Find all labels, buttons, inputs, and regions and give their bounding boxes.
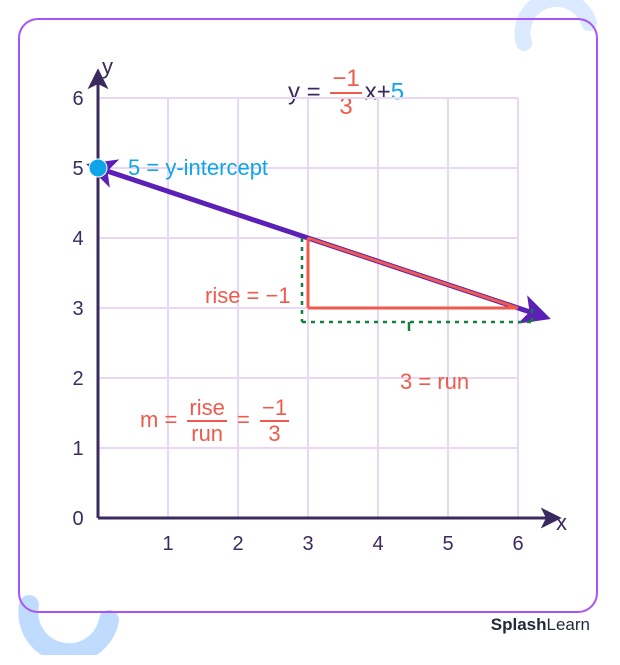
watermark-rest: Learn xyxy=(547,615,590,634)
svg-text:2: 2 xyxy=(72,368,83,390)
chart-svg: 1234560123456 xyxy=(78,68,548,538)
watermark-bold: Splash xyxy=(491,615,547,634)
slope-num-word: rise xyxy=(187,396,226,422)
slope-formula: m = rise run = −1 3 xyxy=(140,396,293,446)
slope-fraction-values: −1 3 xyxy=(260,396,289,446)
svg-text:5: 5 xyxy=(442,533,453,555)
slope-den-word: run xyxy=(187,422,226,446)
svg-text:3: 3 xyxy=(302,533,313,555)
svg-text:6: 6 xyxy=(512,533,523,555)
svg-text:5: 5 xyxy=(72,158,83,180)
svg-text:4: 4 xyxy=(372,533,383,555)
y-intercept-value: 5 xyxy=(128,155,140,180)
svg-text:2: 2 xyxy=(232,533,243,555)
y-intercept-annotation: 5 = y-intercept xyxy=(128,155,268,181)
svg-text:6: 6 xyxy=(72,88,83,110)
svg-text:1: 1 xyxy=(162,533,173,555)
y-intercept-text: = y-intercept xyxy=(146,155,268,180)
slope-equals: = xyxy=(237,407,250,432)
rise-annotation: rise = −1 xyxy=(205,283,291,309)
slope-fraction-words: rise run xyxy=(187,396,226,446)
svg-text:4: 4 xyxy=(72,228,83,250)
slope-prefix: m = xyxy=(140,407,177,432)
slope-den-val: 3 xyxy=(260,422,289,446)
svg-text:3: 3 xyxy=(72,298,83,320)
svg-text:0: 0 xyxy=(72,508,83,530)
slope-num-val: −1 xyxy=(260,396,289,422)
watermark: SplashLearn xyxy=(491,615,590,635)
run-annotation: 3 = run xyxy=(400,369,469,395)
x-axis-label: x xyxy=(556,510,567,536)
svg-text:1: 1 xyxy=(72,438,83,460)
